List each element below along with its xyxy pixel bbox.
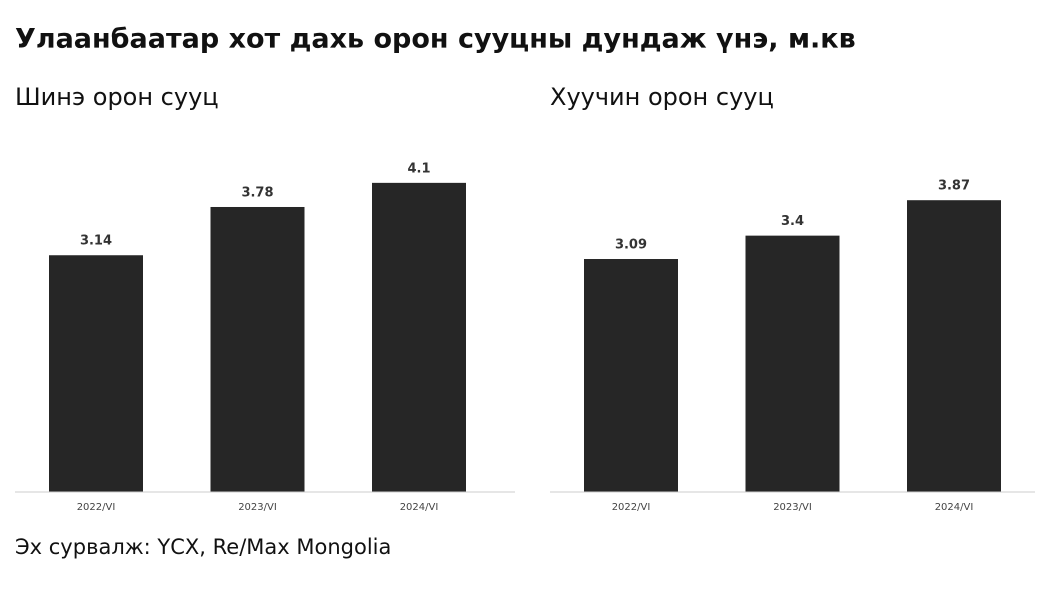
bar (745, 235, 840, 492)
x-tick-label: 2023/VI (773, 502, 812, 513)
chart-title: Шинэ орон сууц (15, 83, 219, 111)
value-label: 3.09 (615, 238, 647, 253)
bar (907, 200, 1001, 492)
chart-title: Хуучин орон сууц (550, 83, 774, 111)
source: Эх сурвалж: ҮСХ, Re/Max Mongolia (15, 535, 391, 559)
bar (372, 182, 466, 493)
bar (210, 206, 305, 492)
value-label: 3.14 (80, 234, 112, 249)
value-label: 4.1 (407, 161, 430, 176)
value-label: 3.78 (241, 185, 273, 200)
value-label: 3.87 (938, 179, 970, 194)
x-tick-label: 2022/VI (612, 502, 651, 513)
page-title: Улаанбаатар хот дахь орон сууцны дундаж … (15, 24, 856, 55)
bar (49, 255, 143, 492)
bar (584, 259, 678, 492)
x-tick-label: 2024/VI (400, 502, 439, 513)
x-tick-label: 2022/VI (77, 502, 116, 513)
x-tick-label: 2023/VI (238, 502, 277, 513)
value-label: 3.4 (781, 214, 804, 229)
x-tick-label: 2024/VI (935, 502, 974, 513)
